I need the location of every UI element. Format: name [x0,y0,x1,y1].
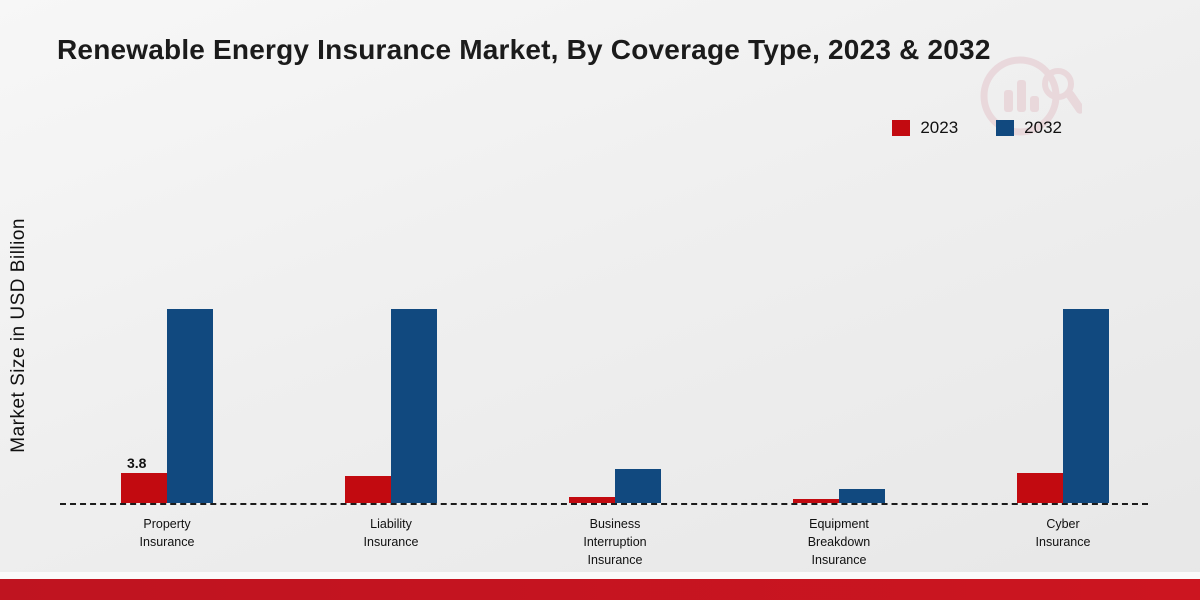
category-label-liability-insurance: Liability Insurance [363,517,419,550]
x-axis-baseline [60,503,1148,505]
category-label-business-interruption-insurance: Business Interruption Insurance [583,517,647,568]
plot-area: 3.8 Property Insurance Liability Insurance Bu… [55,303,1175,567]
bar-slot-2032-cyber-insurance [1063,309,1109,503]
legend-swatch-2032 [996,120,1015,136]
bar-2023-liability-insurance[interactable] [345,476,391,503]
category-label-property-insurance: Property Insurance [139,517,195,550]
bar-2032-equipment-breakdown-insurance[interactable] [839,489,885,503]
bar-group-property-insurance: 3.8 Property Insurance [55,303,279,549]
bar-2023-business-interruption-insurance[interactable] [569,497,615,503]
bar-slot-2032-liability-insurance [391,309,437,503]
bar-slot-2032-property-insurance [167,309,213,503]
category-label-equipment-breakdown-insurance: Equipment Breakdown Insurance [807,517,871,568]
bar-2032-cyber-insurance[interactable] [1063,309,1109,503]
bar-slot-2023-equipment-breakdown-insurance [793,499,839,503]
bar-2023-property-insurance[interactable] [121,473,167,503]
bar-2023-cyber-insurance[interactable] [1017,473,1063,503]
legend-item-2023[interactable]: 2023 [892,118,958,138]
bar-group-liability-insurance: Liability Insurance [279,303,503,549]
bar-slot-2023-cyber-insurance [1017,473,1063,503]
bar-groups: 3.8 Property Insurance Liability Insurance Bu… [55,303,1175,567]
bar-group-business-interruption-insurance: Business Interruption Insurance [503,303,727,567]
brand-watermark-icon [980,56,1082,136]
bar-group-equipment-breakdown-insurance: Equipment Breakdown Insurance [727,303,951,567]
bar-slot-2023-liability-insurance [345,476,391,503]
page-title: Renewable Energy Insurance Market, By Co… [57,34,991,65]
legend-item-2032[interactable]: 2032 [996,118,1062,138]
bar-value-label: 3.8 [127,455,147,471]
bar-group-cyber-insurance: Cyber Insurance [951,303,1175,549]
legend-label-2023: 2023 [920,118,959,137]
legend-label-2032: 2032 [1024,118,1062,137]
footer-red-band [0,579,1200,600]
category-label-cyber-insurance: Cyber Insurance [1035,517,1091,550]
legend-swatch-2023 [892,120,911,136]
bar-slot-2023-property-insurance: 3.8 [121,455,167,503]
bar-2032-liability-insurance[interactable] [391,309,437,503]
bar-slot-2032-equipment-breakdown-insurance [839,489,885,503]
footer-separator [0,572,1200,579]
bar-slot-2032-business-interruption-insurance [615,469,661,503]
bar-2032-business-interruption-insurance[interactable] [615,469,661,503]
bar-2032-property-insurance[interactable] [167,309,213,503]
bar-2023-equipment-breakdown-insurance[interactable] [793,499,839,503]
y-axis-label: Market Size in USD Billion [8,218,29,453]
bar-slot-2023-business-interruption-insurance [569,497,615,503]
legend: 2023 2032 [892,118,1062,138]
